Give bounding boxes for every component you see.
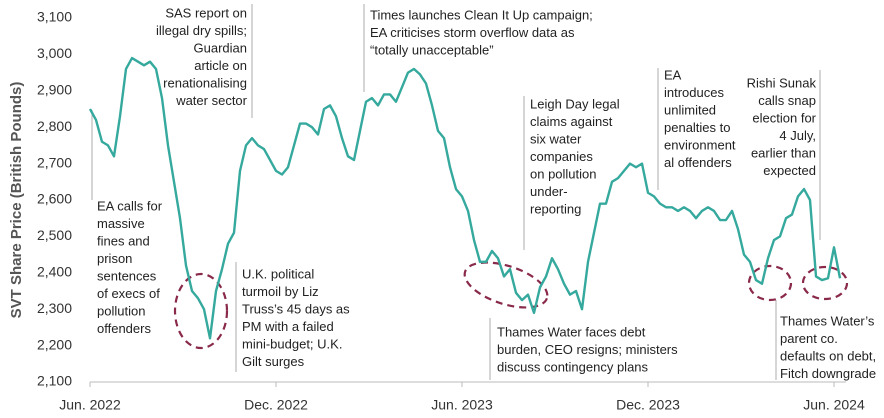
annotation-text: EA xyxy=(664,67,682,82)
y-tick-label: 2,600 xyxy=(37,191,72,207)
annotation-text: Thames Water faces debt xyxy=(497,324,646,339)
y-tick-label: 3,000 xyxy=(37,45,72,61)
annotation-text: pollution xyxy=(97,303,145,318)
annotation-text: fines and xyxy=(97,233,150,248)
x-tick-label: Dec. 2022 xyxy=(244,397,308,413)
annotation-text: on pollution xyxy=(530,166,597,181)
annotation-text: “totally unacceptable” xyxy=(370,42,494,57)
x-tick-label: Jun. 2023 xyxy=(431,397,493,413)
y-tick-label: 2,300 xyxy=(37,300,72,316)
annotation-text: Rishi Sunak xyxy=(747,75,817,90)
x-tick-label: Dec. 2023 xyxy=(616,397,680,413)
annotation-text: under- xyxy=(530,184,568,199)
annotation-text: parent co. xyxy=(780,331,838,346)
highlight-oval xyxy=(801,265,849,301)
series-line xyxy=(88,56,842,340)
annotation-text: Leigh Day legal xyxy=(530,96,620,111)
highlight-oval xyxy=(463,261,549,309)
annotation-text: of execs of xyxy=(97,286,160,301)
annotation-text: introduces xyxy=(664,85,724,100)
annotation-text: penalties to xyxy=(664,120,731,135)
annotation-text: SAS report on xyxy=(165,5,247,20)
annotation-text: companies xyxy=(530,149,593,164)
annotation-text: mini-budget; U.K. xyxy=(242,336,342,351)
annotation-text: six water xyxy=(530,131,582,146)
annotation-text: Times launches Clean It Up campaign; xyxy=(370,7,593,22)
x-tick-label: Jun. 2024 xyxy=(803,397,865,413)
y-tick-label: 2,200 xyxy=(37,336,72,352)
annotation-text: turmoil by Liz xyxy=(242,284,319,299)
y-tick-label: 2,100 xyxy=(37,373,72,389)
annotation-text: defaults on debt, xyxy=(780,348,876,363)
annotation-text: Truss’s 45 days as xyxy=(242,301,350,316)
annotation-text: water sector xyxy=(175,93,247,108)
y-tick-label: 2,400 xyxy=(37,264,72,280)
annotation-text: EA calls for xyxy=(97,198,163,213)
annotation-text: 4 July, xyxy=(779,128,816,143)
y-axis-label: SVT Share Price (British Pounds) xyxy=(8,82,25,319)
highlight-oval xyxy=(747,264,793,302)
annotation-text: massive xyxy=(97,216,145,231)
y-tick-label: 2,900 xyxy=(37,82,72,98)
y-tick-label: 2,500 xyxy=(37,227,72,243)
y-tick-label: 3,100 xyxy=(37,9,72,25)
annotation-text: reporting xyxy=(530,201,581,216)
annotation-text: Guardian xyxy=(194,40,247,55)
annotation-text: expected xyxy=(763,163,816,178)
annotation-text: U.K. political xyxy=(242,266,314,281)
x-tick-label: Jun. 2022 xyxy=(59,397,121,413)
annotation-text: claims against xyxy=(530,114,613,129)
y-tick-label: 2,800 xyxy=(37,118,72,134)
annotation-text: renationalising xyxy=(163,75,247,90)
annotation-text: PM with a failed xyxy=(242,319,334,334)
annotation-text: EA criticises storm overflow data as xyxy=(370,25,575,40)
annotation-text: Thames Water’s xyxy=(780,313,875,328)
highlight-oval xyxy=(173,272,229,350)
annotation-text: Gilt surges xyxy=(242,354,305,369)
annotation-text: sentences xyxy=(97,268,157,283)
annotation-text: election for xyxy=(752,110,816,125)
annotation-text: prison xyxy=(97,251,132,266)
annotation-text: article on xyxy=(194,58,247,73)
annotation-text: discuss contingency plans xyxy=(497,359,649,374)
annotation-text: unlimited xyxy=(664,102,716,117)
annotation-text: offenders xyxy=(97,321,151,336)
y-tick-label: 2,700 xyxy=(37,154,72,170)
annotation-text: illegal dry spills; xyxy=(156,23,247,38)
annotation-text: calls snap xyxy=(758,93,816,108)
annotation-text: burden, CEO resigns; ministers xyxy=(497,342,678,357)
annotation-text: earlier than xyxy=(751,145,816,160)
annotation-text: Fitch downgrade xyxy=(780,366,876,381)
annotation-text: al offenders xyxy=(664,155,732,170)
annotation-text: environment xyxy=(664,137,736,152)
